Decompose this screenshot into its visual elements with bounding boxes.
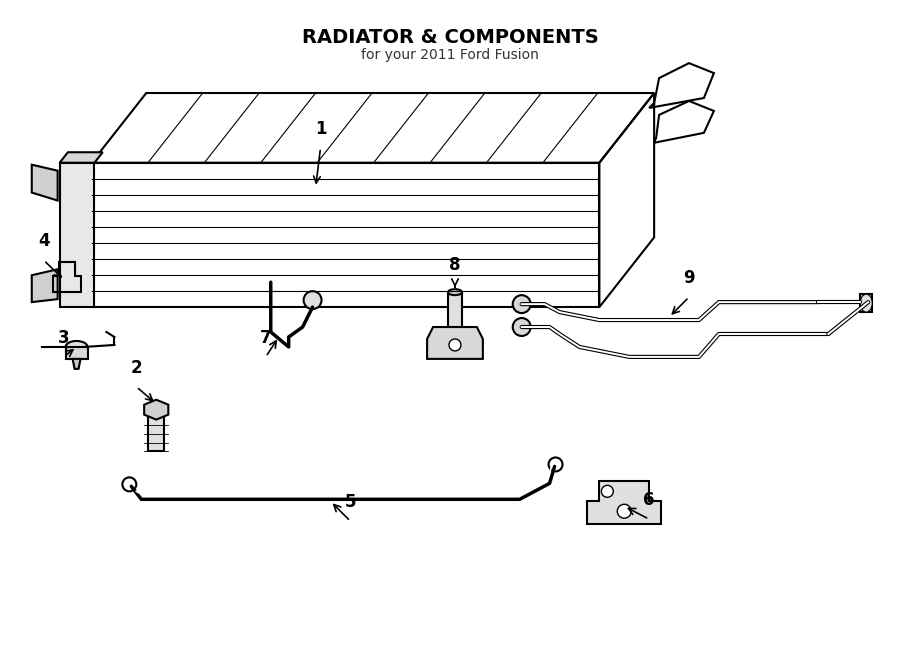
Text: 6: 6 xyxy=(644,491,655,509)
Text: 7: 7 xyxy=(260,329,272,347)
Ellipse shape xyxy=(448,289,462,295)
Circle shape xyxy=(601,485,613,497)
Text: 2: 2 xyxy=(130,359,142,377)
Bar xyxy=(860,294,872,312)
Polygon shape xyxy=(59,152,103,163)
Bar xyxy=(66,347,87,359)
Text: 4: 4 xyxy=(38,232,50,250)
Circle shape xyxy=(303,291,321,309)
Text: RADIATOR & COMPONENTS: RADIATOR & COMPONENTS xyxy=(302,28,598,47)
Circle shape xyxy=(449,339,461,351)
Polygon shape xyxy=(588,481,662,524)
Text: 5: 5 xyxy=(345,493,356,511)
Polygon shape xyxy=(59,163,94,307)
Polygon shape xyxy=(32,269,58,302)
Text: 3: 3 xyxy=(58,329,69,347)
Bar xyxy=(448,292,462,327)
Ellipse shape xyxy=(860,294,872,312)
Bar xyxy=(148,414,164,451)
Circle shape xyxy=(513,295,531,313)
Circle shape xyxy=(513,318,531,336)
Polygon shape xyxy=(428,327,483,359)
Circle shape xyxy=(617,504,631,518)
Text: 9: 9 xyxy=(683,269,695,287)
Text: for your 2011 Ford Fusion: for your 2011 Ford Fusion xyxy=(361,48,539,62)
Polygon shape xyxy=(73,359,81,369)
Text: 1: 1 xyxy=(315,120,327,138)
Polygon shape xyxy=(144,400,168,420)
Ellipse shape xyxy=(66,341,87,353)
Polygon shape xyxy=(32,165,58,201)
Text: 8: 8 xyxy=(449,256,461,274)
